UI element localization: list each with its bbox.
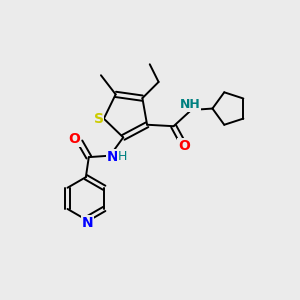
Text: NH: NH — [179, 98, 200, 111]
Text: N: N — [82, 215, 93, 230]
Text: H: H — [118, 150, 127, 163]
Text: O: O — [69, 133, 81, 146]
Text: N: N — [106, 149, 118, 164]
Text: O: O — [178, 139, 190, 153]
Text: S: S — [94, 112, 103, 126]
